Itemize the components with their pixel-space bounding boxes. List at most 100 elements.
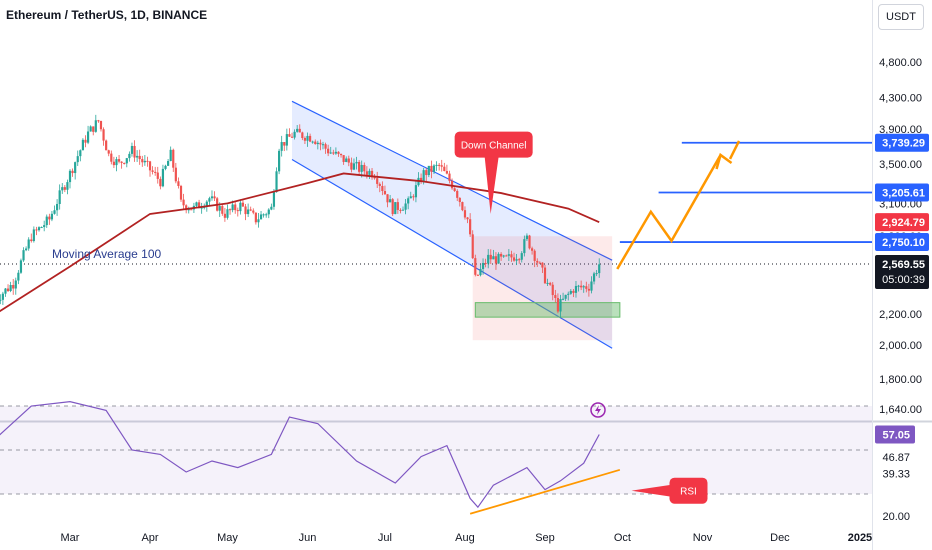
candle-body (71, 170, 74, 174)
candle-body (133, 145, 136, 158)
candle-body (422, 170, 425, 182)
candle-body (339, 153, 343, 156)
level-tag: 2,924.79 (882, 217, 925, 229)
candle-body (190, 209, 193, 211)
candle-body (218, 206, 221, 211)
price-tick-label: 1,800.00 (879, 374, 922, 386)
candle-body (262, 214, 265, 216)
candle-body (40, 227, 43, 229)
candle-body (396, 202, 399, 210)
candle-body (481, 262, 485, 270)
candle-body (461, 202, 464, 211)
candle-body (551, 284, 554, 296)
candle-body (12, 284, 15, 289)
candle-body (538, 262, 541, 264)
candle-body (489, 254, 492, 260)
candle-body (448, 173, 451, 181)
candle-body (205, 201, 208, 207)
candle-body (50, 213, 54, 220)
candle-body (247, 209, 250, 215)
candle-body (592, 273, 596, 282)
time-tick-label: Sep (535, 532, 555, 544)
time-tick-label: Jul (378, 532, 392, 544)
candle-body (63, 187, 66, 190)
candle-body (66, 182, 69, 190)
candle-body (587, 288, 590, 291)
candle-body (146, 160, 149, 162)
candle-body (319, 142, 322, 145)
candle-body (30, 239, 33, 242)
candle-body (399, 209, 402, 211)
candle-body (288, 134, 291, 137)
candle-body (221, 206, 224, 214)
candle-body (99, 121, 103, 130)
candle-body (500, 253, 503, 257)
currency-button[interactable]: USDT (878, 4, 924, 30)
level-tag-box (875, 213, 929, 232)
candle-body (285, 134, 288, 146)
candle-body (298, 128, 301, 133)
candle-body (358, 161, 361, 172)
candle-body (567, 293, 570, 295)
lightning-bolt-icon (595, 405, 601, 415)
candle-body (210, 196, 214, 199)
candle-body (572, 290, 575, 293)
candle-body (574, 285, 578, 293)
level-tag-box (875, 183, 929, 202)
candle-body (466, 217, 469, 220)
candle-body (327, 148, 330, 154)
candle-body (391, 199, 394, 215)
candle-body (156, 172, 159, 179)
candle-body (407, 198, 410, 204)
candle-body (208, 198, 211, 202)
candle-body (394, 202, 397, 215)
candle-body (223, 213, 226, 218)
candle-body (306, 135, 309, 141)
candle-body (19, 260, 23, 273)
candle-body (270, 206, 273, 210)
projection-arrow (616, 154, 722, 270)
candle-body (239, 202, 242, 212)
ma-100-line (0, 172, 600, 313)
candle-body (6, 288, 10, 292)
candle-body (107, 150, 110, 154)
candle-body (352, 163, 356, 170)
candle-body (293, 131, 296, 138)
projection-arrow-tip (728, 140, 741, 160)
candle-body (275, 171, 278, 193)
candle-body (200, 207, 203, 209)
candle-body (404, 203, 407, 210)
candle-body (456, 190, 459, 198)
candle-body (272, 192, 276, 207)
candle-body (9, 284, 12, 292)
candle-body (518, 259, 521, 261)
candle-body (14, 280, 17, 289)
candle-body (37, 227, 41, 231)
candle-body (401, 209, 405, 211)
candle-body (234, 204, 237, 211)
candle-body (27, 239, 30, 249)
candle-body (117, 159, 121, 162)
candle-body (278, 150, 281, 172)
candle-body (311, 141, 314, 143)
candle-body (143, 160, 146, 163)
candle-body (185, 205, 188, 211)
candle-body (549, 282, 552, 285)
candle-body (22, 250, 25, 261)
lightning-icon (590, 402, 606, 418)
time-tick-label: 2025 (848, 532, 872, 544)
price-tick-label: 3,900.00 (879, 124, 922, 136)
candle-body (520, 253, 523, 260)
candle-body (283, 142, 286, 146)
candle-body (187, 209, 190, 211)
candle-body (564, 294, 567, 299)
candle-body (347, 158, 350, 163)
candle-body (471, 234, 474, 259)
candle-body (342, 155, 345, 162)
time-tick-label: Mar (61, 532, 80, 544)
time-tick-label: Nov (693, 532, 713, 544)
candle-body (355, 161, 358, 164)
down-channel-callout-pointer (484, 156, 499, 214)
candle-body (296, 128, 299, 132)
candle-body (76, 156, 79, 163)
